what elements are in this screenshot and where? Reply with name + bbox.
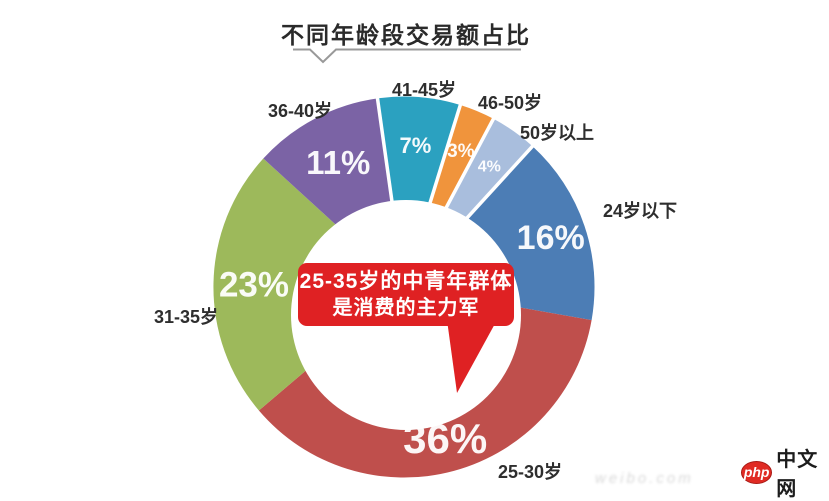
- segment-label-3: 24岁以下: [602, 201, 678, 221]
- php-logo-text: 中文网: [776, 449, 819, 500]
- segment-label-6: 36-40岁: [267, 101, 333, 121]
- segment-label-2: 50岁以上: [519, 123, 595, 143]
- callout-tail: [447, 320, 497, 393]
- segment-label-1: 46-50岁: [477, 93, 543, 113]
- site-watermark-logo: php 中文网: [741, 449, 829, 500]
- segment-label-4: 25-30岁: [497, 462, 563, 482]
- segment-percent-label-2: 4%: [478, 159, 501, 176]
- segment-percent-label-1: 3%: [447, 141, 475, 162]
- callout-line1: 25-35岁的中青年群体: [299, 269, 513, 293]
- segment-percent-label-3: 16%: [517, 219, 585, 257]
- segment-percent-label-4: 36%: [403, 415, 487, 462]
- segment-percent-label-5: 23%: [219, 266, 289, 305]
- faint-watermark: weibo.com: [595, 470, 694, 487]
- php-logo-icon: php: [741, 460, 773, 484]
- segment-percent-label-0: 7%: [400, 133, 432, 158]
- title-underline-decoration: [293, 48, 521, 64]
- segment-percent-label-6: 11%: [306, 144, 370, 181]
- segment-label-5: 31-35岁: [153, 307, 219, 327]
- donut-chart: 7% 3%4% 16% 36% 23% 11%: [213, 96, 595, 478]
- chart-title: 不同年龄段交易额占比: [281, 22, 531, 48]
- callout-line2: 是消费的主力军: [332, 296, 480, 319]
- segment-label-0: 41-45岁: [391, 80, 457, 100]
- chart-page: 7% 3% 4% 16% 36% 23% 11% 41-45岁 46-50岁 50岁以上 24岁以…: [153, 22, 829, 500]
- callout-bubble: 25-35岁的中青年群体 是消费的主力军: [298, 263, 514, 326]
